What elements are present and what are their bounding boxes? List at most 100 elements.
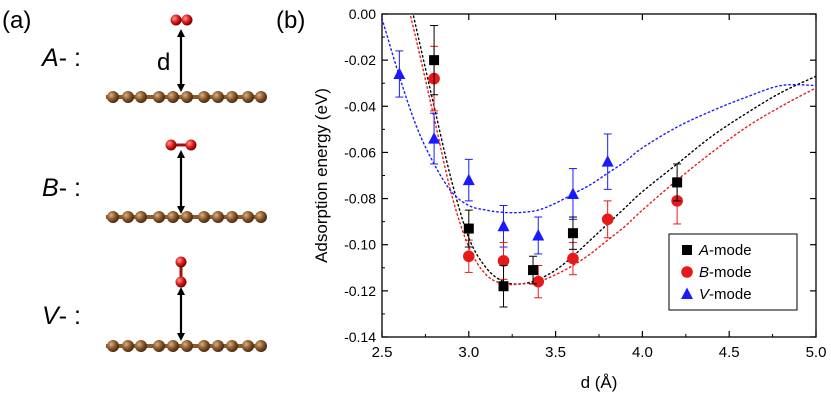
data-point — [566, 187, 579, 199]
mode-b-label: B- : — [42, 174, 81, 202]
adsorption-chart: 2.5 3.0 3.5 4.0 4.5 5.0 0.00 -0.02 -0.04 -0.06 -0.… — [312, 6, 827, 392]
carbon-atom — [135, 91, 147, 103]
data-point — [528, 265, 539, 276]
x-tick-label: 5.0 — [806, 344, 827, 361]
x-tick-label: 3.0 — [458, 344, 479, 361]
data-point — [463, 223, 474, 234]
legend-marker-v — [681, 287, 693, 299]
carbon-atom — [135, 211, 147, 223]
y-tick-label: -0.02 — [344, 52, 376, 68]
carbon-atom — [167, 211, 179, 223]
carbon-atom — [107, 211, 119, 223]
y-axis-label: Adsorption energy (eV) — [312, 88, 331, 263]
carbon-atom — [198, 211, 210, 223]
data-point — [601, 155, 614, 167]
data-point — [393, 67, 406, 79]
carbon-atom — [226, 91, 238, 103]
carbon-atom — [167, 91, 179, 103]
carbon-atom — [198, 340, 210, 352]
carbon-atom — [181, 211, 193, 223]
y-tick-label: -0.10 — [344, 237, 376, 253]
carbon-atom — [107, 340, 119, 352]
carbon-atom — [167, 340, 179, 352]
data-point — [601, 213, 614, 226]
carbon-atom — [181, 91, 193, 103]
carbon-atom — [212, 91, 224, 103]
carbon-atom — [242, 340, 254, 352]
mode-a-letter: A — [40, 44, 59, 72]
legend-label-b: B-mode — [699, 264, 752, 281]
series-b-mode — [428, 45, 683, 299]
carbon-atom — [122, 340, 134, 352]
carbon-atom — [107, 91, 119, 103]
y-tick-label: -0.06 — [344, 144, 376, 160]
x-tick-label: 3.5 — [545, 344, 566, 361]
carbon-atom — [153, 340, 165, 352]
mode-a-suffix: - : — [59, 44, 81, 72]
carbon-atom — [153, 91, 165, 103]
panel-a-label: (a) — [2, 7, 31, 34]
o2-molecule-v — [175, 256, 187, 288]
carbon-atom — [255, 211, 267, 223]
y-tick-label: -0.14 — [344, 329, 376, 345]
graphene-sheet-b — [106, 211, 267, 223]
carbon-atom — [242, 91, 254, 103]
graphene-sheet-a — [106, 91, 267, 103]
x-axis-label: d (Å) — [581, 373, 618, 392]
legend: A-mode B-mode V-mode — [668, 233, 798, 311]
data-point — [462, 173, 475, 186]
mode-v-letter: V — [42, 302, 61, 330]
o2-molecule-a — [170, 14, 193, 26]
data-point — [498, 281, 509, 292]
mode-v-label: V- : — [42, 302, 81, 330]
fit-curve-v — [382, 17, 816, 214]
carbon-atom — [242, 211, 254, 223]
carbon-atom — [198, 91, 210, 103]
fit-curve-a — [412, 14, 816, 285]
x-tick-label: 4.0 — [632, 344, 653, 361]
y-tick-label: -0.08 — [344, 191, 376, 207]
data-point — [463, 250, 475, 263]
carbon-atom — [135, 340, 147, 352]
data-point — [567, 252, 579, 265]
carbon-atom — [212, 340, 224, 352]
y-tick-label: -0.12 — [344, 283, 376, 299]
data-point — [672, 177, 683, 188]
data-point — [532, 228, 545, 241]
x-tick-label: 4.5 — [719, 344, 740, 361]
y-tick-label: 0.00 — [349, 6, 376, 22]
legend-marker-b — [681, 266, 693, 278]
y-tick-label: -0.04 — [344, 98, 376, 114]
carbon-atom — [122, 211, 134, 223]
x-tick-label: 2.5 — [372, 344, 393, 361]
series-v-mode — [393, 50, 614, 255]
carbon-atom — [255, 340, 267, 352]
data-point — [429, 55, 440, 66]
carbon-atom — [153, 211, 165, 223]
legend-marker-a — [682, 245, 692, 255]
data-point — [567, 228, 578, 239]
data-point — [428, 132, 441, 144]
o2-molecule-b — [165, 139, 197, 151]
data-point — [497, 219, 510, 232]
legend-label-v: V-mode — [699, 286, 752, 303]
panel-a: (a) A- : d B- : V- : — [2, 7, 267, 352]
mode-a-label: A- : — [40, 44, 81, 72]
legend-label-a: A-mode — [698, 242, 752, 259]
carbon-atom — [226, 340, 238, 352]
mode-b-suffix: - : — [59, 174, 81, 202]
carbon-atom — [122, 91, 134, 103]
data-point — [532, 275, 545, 288]
mode-b-letter: B — [42, 174, 59, 202]
panel-b-label: (b) — [276, 7, 305, 34]
carbon-atom — [255, 91, 267, 103]
carbon-atom — [181, 340, 193, 352]
carbon-atom — [212, 211, 224, 223]
series-a-mode — [429, 25, 683, 308]
carbon-atom — [226, 211, 238, 223]
mode-v-suffix: - : — [59, 302, 81, 330]
data-point — [497, 255, 510, 267]
graphene-sheet-v — [106, 340, 267, 352]
distance-label: d — [157, 49, 170, 76]
